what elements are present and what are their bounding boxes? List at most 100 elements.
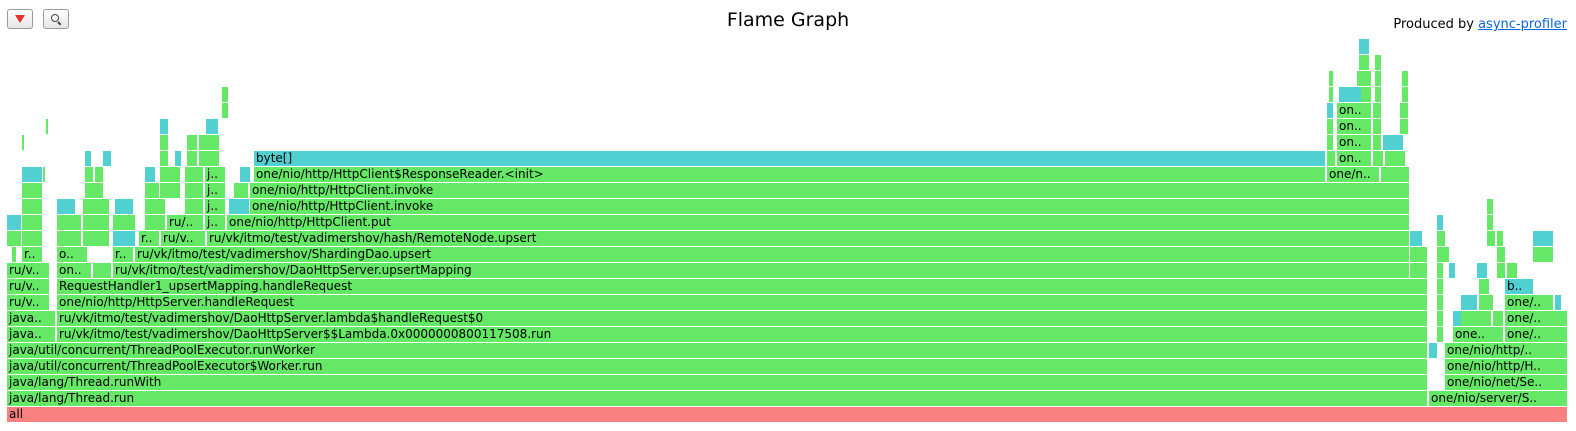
frame[interactable]: ru/v.. <box>7 263 49 278</box>
frame[interactable] <box>85 151 91 166</box>
frame[interactable] <box>113 215 135 230</box>
frame[interactable]: j.. <box>205 183 225 198</box>
frame[interactable] <box>83 199 109 214</box>
frame[interactable]: on.. <box>1337 151 1371 166</box>
frame[interactable] <box>1533 231 1553 246</box>
frame[interactable]: ru/vk/itmo/test/vadimershov/DaoHttpServe… <box>57 327 1427 342</box>
frame[interactable]: r.. <box>139 231 159 246</box>
frame[interactable] <box>22 231 42 246</box>
frame[interactable]: one.. <box>1453 327 1503 342</box>
frame[interactable] <box>1555 295 1561 310</box>
frame[interactable]: RequestHandler1_upsertMapping.handleRequ… <box>57 279 1427 294</box>
frame[interactable] <box>1410 263 1427 278</box>
frame[interactable] <box>1507 263 1517 278</box>
frame[interactable] <box>57 231 81 246</box>
frame[interactable]: on.. <box>57 263 91 278</box>
frame[interactable] <box>1375 87 1381 102</box>
frame[interactable] <box>57 215 81 230</box>
frame[interactable] <box>160 119 168 134</box>
frame[interactable] <box>1477 263 1487 278</box>
frame[interactable] <box>1533 247 1553 262</box>
frame[interactable]: one/nio/server/S.. <box>1429 391 1567 406</box>
frame[interactable] <box>1497 231 1503 246</box>
frame[interactable] <box>187 135 197 150</box>
frame[interactable] <box>206 119 218 134</box>
frame[interactable] <box>22 183 42 198</box>
frame[interactable]: one/nio/http/HttpClient$ResponseReader.<… <box>254 167 1325 182</box>
frame[interactable] <box>1400 103 1408 118</box>
frame[interactable] <box>93 263 111 278</box>
frame[interactable] <box>1487 215 1493 230</box>
frame[interactable]: j.. <box>205 167 225 182</box>
frame[interactable] <box>1453 311 1461 326</box>
frame[interactable] <box>1327 119 1333 134</box>
frame[interactable] <box>1327 151 1335 166</box>
frame[interactable] <box>229 199 249 214</box>
frame[interactable] <box>113 231 135 246</box>
frame[interactable] <box>1359 55 1369 70</box>
frame[interactable] <box>185 183 203 198</box>
frame[interactable]: one/nio/http/HttpServer.handleRequest <box>57 295 1427 310</box>
frame[interactable] <box>1479 279 1489 294</box>
frame[interactable] <box>1487 231 1495 246</box>
frame[interactable] <box>1443 247 1449 262</box>
frame[interactable] <box>222 103 228 118</box>
frame[interactable] <box>185 167 203 182</box>
frame[interactable]: one/.. <box>1505 311 1567 326</box>
frame[interactable] <box>187 151 197 166</box>
frame[interactable]: byte[] <box>254 151 1325 166</box>
frame[interactable] <box>85 183 103 198</box>
frame[interactable] <box>234 183 248 198</box>
frame[interactable] <box>1410 231 1422 246</box>
frame[interactable] <box>1375 71 1381 86</box>
frame[interactable] <box>1327 103 1333 118</box>
frame[interactable]: java.. <box>7 327 55 342</box>
frame[interactable] <box>1385 151 1405 166</box>
frame[interactable] <box>1327 135 1333 150</box>
frame[interactable] <box>1429 343 1437 358</box>
frame[interactable] <box>1437 327 1443 342</box>
frame[interactable] <box>22 167 42 182</box>
frame[interactable] <box>1461 295 1477 310</box>
frame[interactable]: ru/vk/itmo/test/vadimershov/ShardingDao.… <box>135 247 1409 262</box>
frame[interactable] <box>1479 295 1493 310</box>
frame[interactable] <box>1361 87 1371 102</box>
frame[interactable]: one/nio/http/HttpClient.invoke <box>250 199 1409 214</box>
frame[interactable] <box>160 167 180 182</box>
frame[interactable]: one/nio/http/HttpClient.put <box>227 215 1409 230</box>
frame[interactable] <box>160 183 180 198</box>
frame[interactable] <box>1381 167 1409 182</box>
frame[interactable]: one/.. <box>1505 327 1567 342</box>
frame[interactable] <box>1383 135 1403 150</box>
frame[interactable]: ru/.. <box>167 215 203 230</box>
frame[interactable] <box>199 151 219 166</box>
frame[interactable]: r.. <box>22 247 42 262</box>
frame[interactable] <box>7 215 21 230</box>
frame[interactable] <box>1373 103 1381 118</box>
frame[interactable]: ru/v.. <box>7 295 49 310</box>
frame[interactable]: one/nio/http/H.. <box>1445 359 1567 374</box>
frame[interactable] <box>1402 87 1408 102</box>
frame[interactable] <box>1493 311 1503 326</box>
frame[interactable] <box>160 135 168 150</box>
frame[interactable]: on.. <box>1337 103 1371 118</box>
frame[interactable]: ru/v.. <box>161 231 205 246</box>
frame[interactable]: ru/v.. <box>7 279 49 294</box>
frame[interactable] <box>1375 55 1381 70</box>
frame[interactable]: one/nio/net/Se.. <box>1445 375 1567 390</box>
search-button[interactable] <box>43 9 69 29</box>
frame[interactable]: o.. <box>57 247 87 262</box>
frame[interactable] <box>22 135 24 150</box>
frame[interactable] <box>145 199 165 214</box>
frame[interactable] <box>1373 151 1383 166</box>
frame[interactable] <box>115 199 133 214</box>
frame[interactable] <box>1373 119 1381 134</box>
frame[interactable]: java/lang/Thread.runWith <box>7 375 1427 390</box>
frame[interactable] <box>145 215 165 230</box>
frame[interactable] <box>95 167 103 182</box>
frame[interactable]: java/util/concurrent/ThreadPoolExecutor$… <box>7 359 1427 374</box>
frame[interactable]: j.. <box>205 199 225 214</box>
frame[interactable]: b.. <box>1505 279 1533 294</box>
frame[interactable] <box>1373 135 1381 150</box>
frame[interactable]: ru/vk/itmo/test/vadimershov/hash/RemoteN… <box>207 231 1409 246</box>
